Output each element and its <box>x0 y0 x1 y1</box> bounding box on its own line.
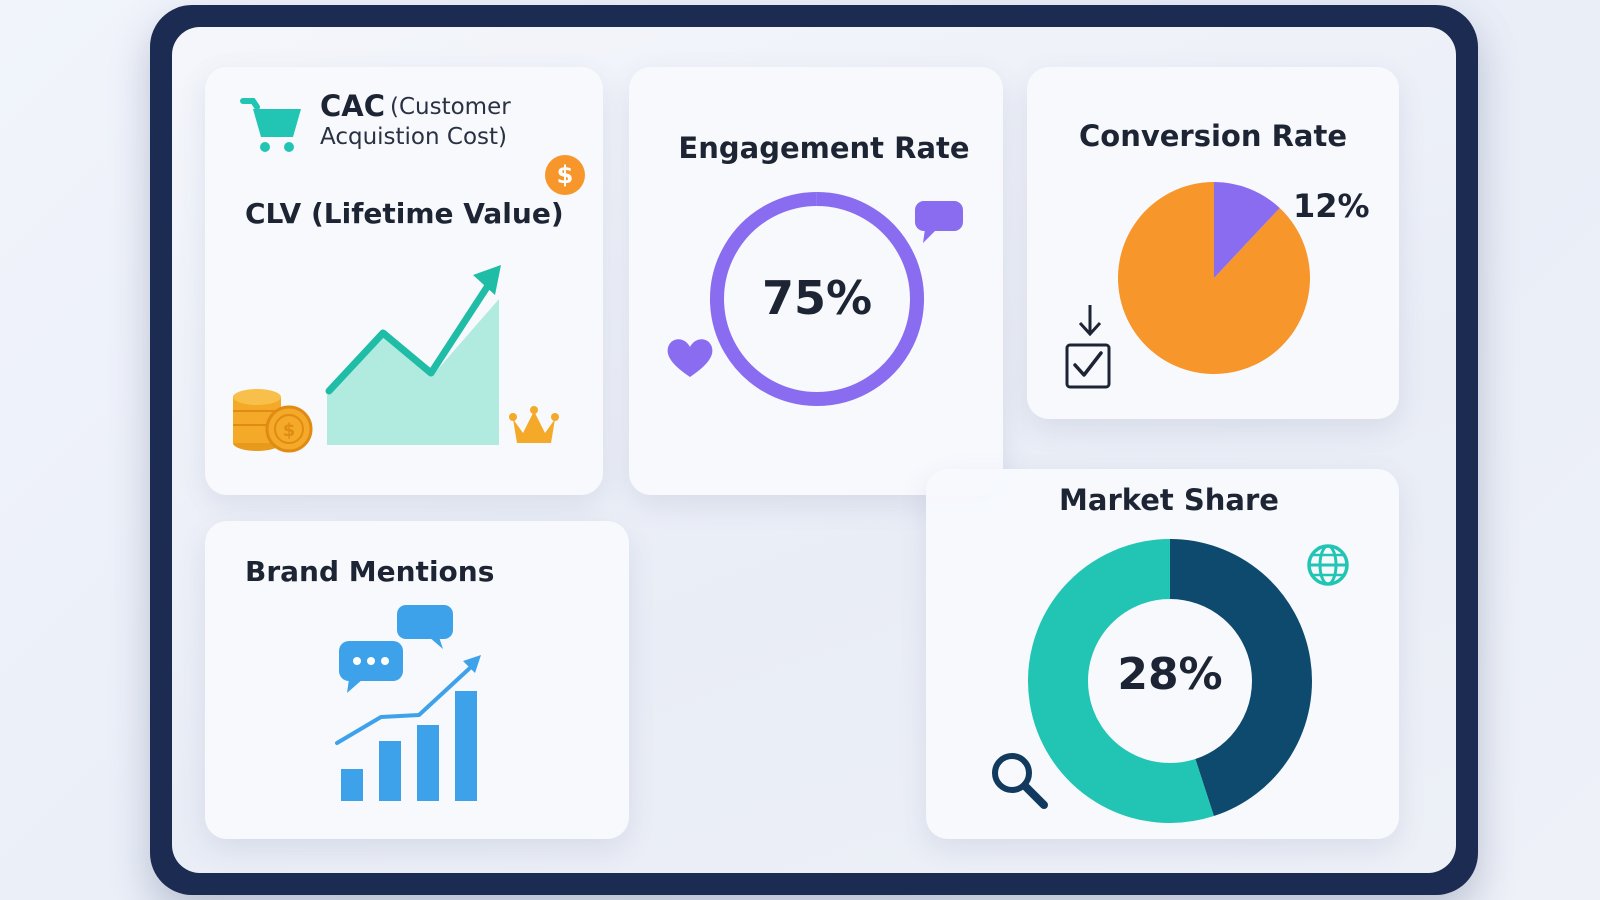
pie-slice-conversion <box>1214 182 1280 278</box>
donut-segment-other <box>1028 539 1214 823</box>
engagement-ring <box>710 192 924 406</box>
market-share-value: 28% <box>1117 649 1223 700</box>
svg-text:$: $ <box>283 420 296 441</box>
engagement-title: Engagement Rate <box>678 131 970 165</box>
dollar-coin-icon: $ <box>545 155 585 195</box>
conversion-pie-chart <box>1118 182 1310 374</box>
crown-icon <box>509 406 559 443</box>
donut-segment-market <box>1169 539 1312 817</box>
brand-mentions-card[interactable]: Brand Mentions <box>205 521 629 839</box>
market-share-title: Market Share <box>1059 483 1279 517</box>
cac-title: CAC <box>320 89 386 123</box>
bar-chart-icon <box>335 655 481 801</box>
conversion-card[interactable]: Conversion Rate 12% <box>1027 67 1399 419</box>
clv-title: CLV (Lifetime Value) <box>245 197 564 230</box>
tablet-frame: CAC (Customer Acquistion Cost) $ CLV (Li… <box>150 5 1478 895</box>
coin-stack-icon: $ <box>233 389 313 453</box>
market-share-card[interactable]: Market Share 28% <box>926 469 1399 839</box>
download-arrow-icon <box>1078 305 1102 337</box>
conversion-title: Conversion Rate <box>1078 119 1348 153</box>
chat-bubble-icon <box>915 201 963 243</box>
engagement-value: 75% <box>761 271 873 325</box>
cac-subtitle-line1: (Customer <box>390 94 511 120</box>
checkbox-icon <box>1065 343 1111 389</box>
chat-bubbles-icon <box>339 605 453 693</box>
shopping-cart-icon <box>240 98 301 152</box>
trend-arrow-icon <box>335 665 473 745</box>
brand-mentions-title: Brand Mentions <box>245 555 495 588</box>
dashboard-screen: CAC (Customer Acquistion Cost) $ CLV (Li… <box>172 27 1456 873</box>
engagement-card[interactable]: Engagement Rate 75% <box>629 67 1003 495</box>
market-share-donut <box>1028 539 1312 823</box>
cac-subtitle-line2: Acquistion Cost) <box>320 124 507 150</box>
heart-icon <box>667 339 713 377</box>
dollar-symbol: $ <box>556 161 574 189</box>
donut-hole <box>1090 601 1250 761</box>
engagement-ring-arc <box>710 192 924 406</box>
conversion-value: 12% <box>1293 187 1370 225</box>
globe-icon <box>1307 544 1349 586</box>
cac-clv-card[interactable]: CAC (Customer Acquistion Cost) $ CLV (Li… <box>205 67 603 495</box>
growth-chart-icon <box>325 265 501 445</box>
magnifier-icon <box>992 753 1048 809</box>
